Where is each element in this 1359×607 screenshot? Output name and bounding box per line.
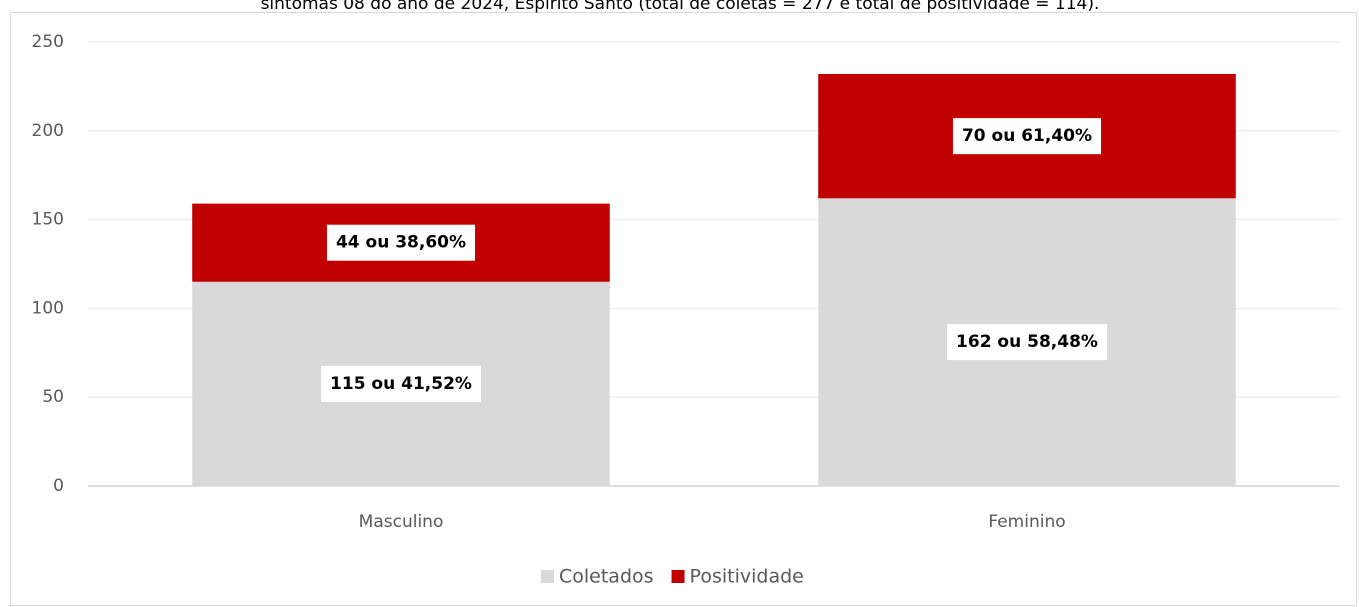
x-tick-label: Feminino: [988, 512, 1065, 532]
data-label: 162 ou 58,48%: [956, 332, 1098, 352]
legend-swatch: [671, 570, 685, 583]
y-tick-label: 100: [32, 298, 64, 318]
chart-title: sintomas 08 do ano de 2024, Espírito San…: [261, 0, 1100, 14]
data-label-box: [952, 118, 1102, 155]
data-label-box: [321, 365, 481, 402]
legend-label: Coletados: [559, 566, 654, 588]
y-tick-label: 150: [32, 210, 64, 230]
y-tick-label: 250: [32, 32, 64, 52]
y-tick-label: 0: [53, 476, 64, 496]
y-tick-label: 200: [32, 121, 64, 141]
data-label-box: [947, 324, 1107, 361]
x-tick-label: Masculino: [359, 512, 444, 532]
y-tick-label: 50: [42, 387, 64, 407]
data-label: 44 ou 38,60%: [336, 233, 466, 253]
legend-label: Positividade: [690, 566, 804, 588]
legend-swatch: [541, 570, 554, 583]
data-label-box: [326, 224, 476, 261]
data-label: 70 ou 61,40%: [962, 126, 1092, 146]
data-label: 115 ou 41,52%: [330, 374, 472, 394]
